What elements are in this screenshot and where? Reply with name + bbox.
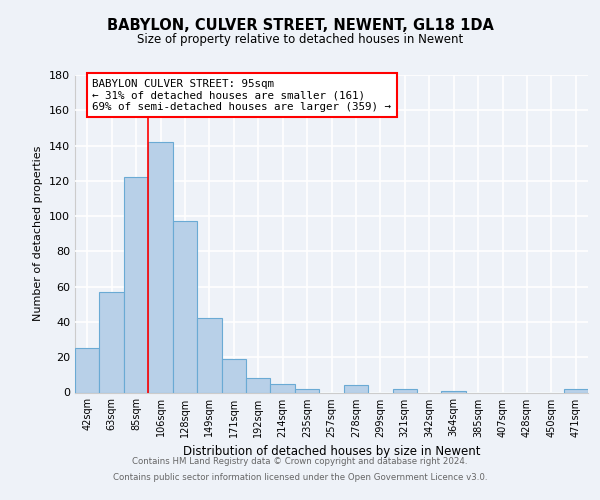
Text: Size of property relative to detached houses in Newent: Size of property relative to detached ho… [137, 32, 463, 46]
Text: Contains HM Land Registry data © Crown copyright and database right 2024.: Contains HM Land Registry data © Crown c… [132, 458, 468, 466]
Bar [197, 318, 221, 392]
Bar [392, 389, 417, 392]
Text: BABYLON CULVER STREET: 95sqm
← 31% of detached houses are smaller (161)
69% of s: BABYLON CULVER STREET: 95sqm ← 31% of de… [92, 78, 391, 112]
Bar [344, 386, 368, 392]
Bar [100, 292, 124, 392]
Y-axis label: Number of detached properties: Number of detached properties [34, 146, 43, 322]
Bar [295, 389, 319, 392]
Bar [246, 378, 271, 392]
Bar [75, 348, 100, 393]
Text: Contains public sector information licensed under the Open Government Licence v3: Contains public sector information licen… [113, 472, 487, 482]
Bar [271, 384, 295, 392]
Bar [173, 222, 197, 392]
Bar [148, 142, 173, 393]
Bar [563, 389, 588, 392]
X-axis label: Distribution of detached houses by size in Newent: Distribution of detached houses by size … [183, 445, 480, 458]
Bar [221, 359, 246, 392]
Bar [442, 390, 466, 392]
Text: BABYLON, CULVER STREET, NEWENT, GL18 1DA: BABYLON, CULVER STREET, NEWENT, GL18 1DA [107, 18, 493, 32]
Bar [124, 178, 148, 392]
